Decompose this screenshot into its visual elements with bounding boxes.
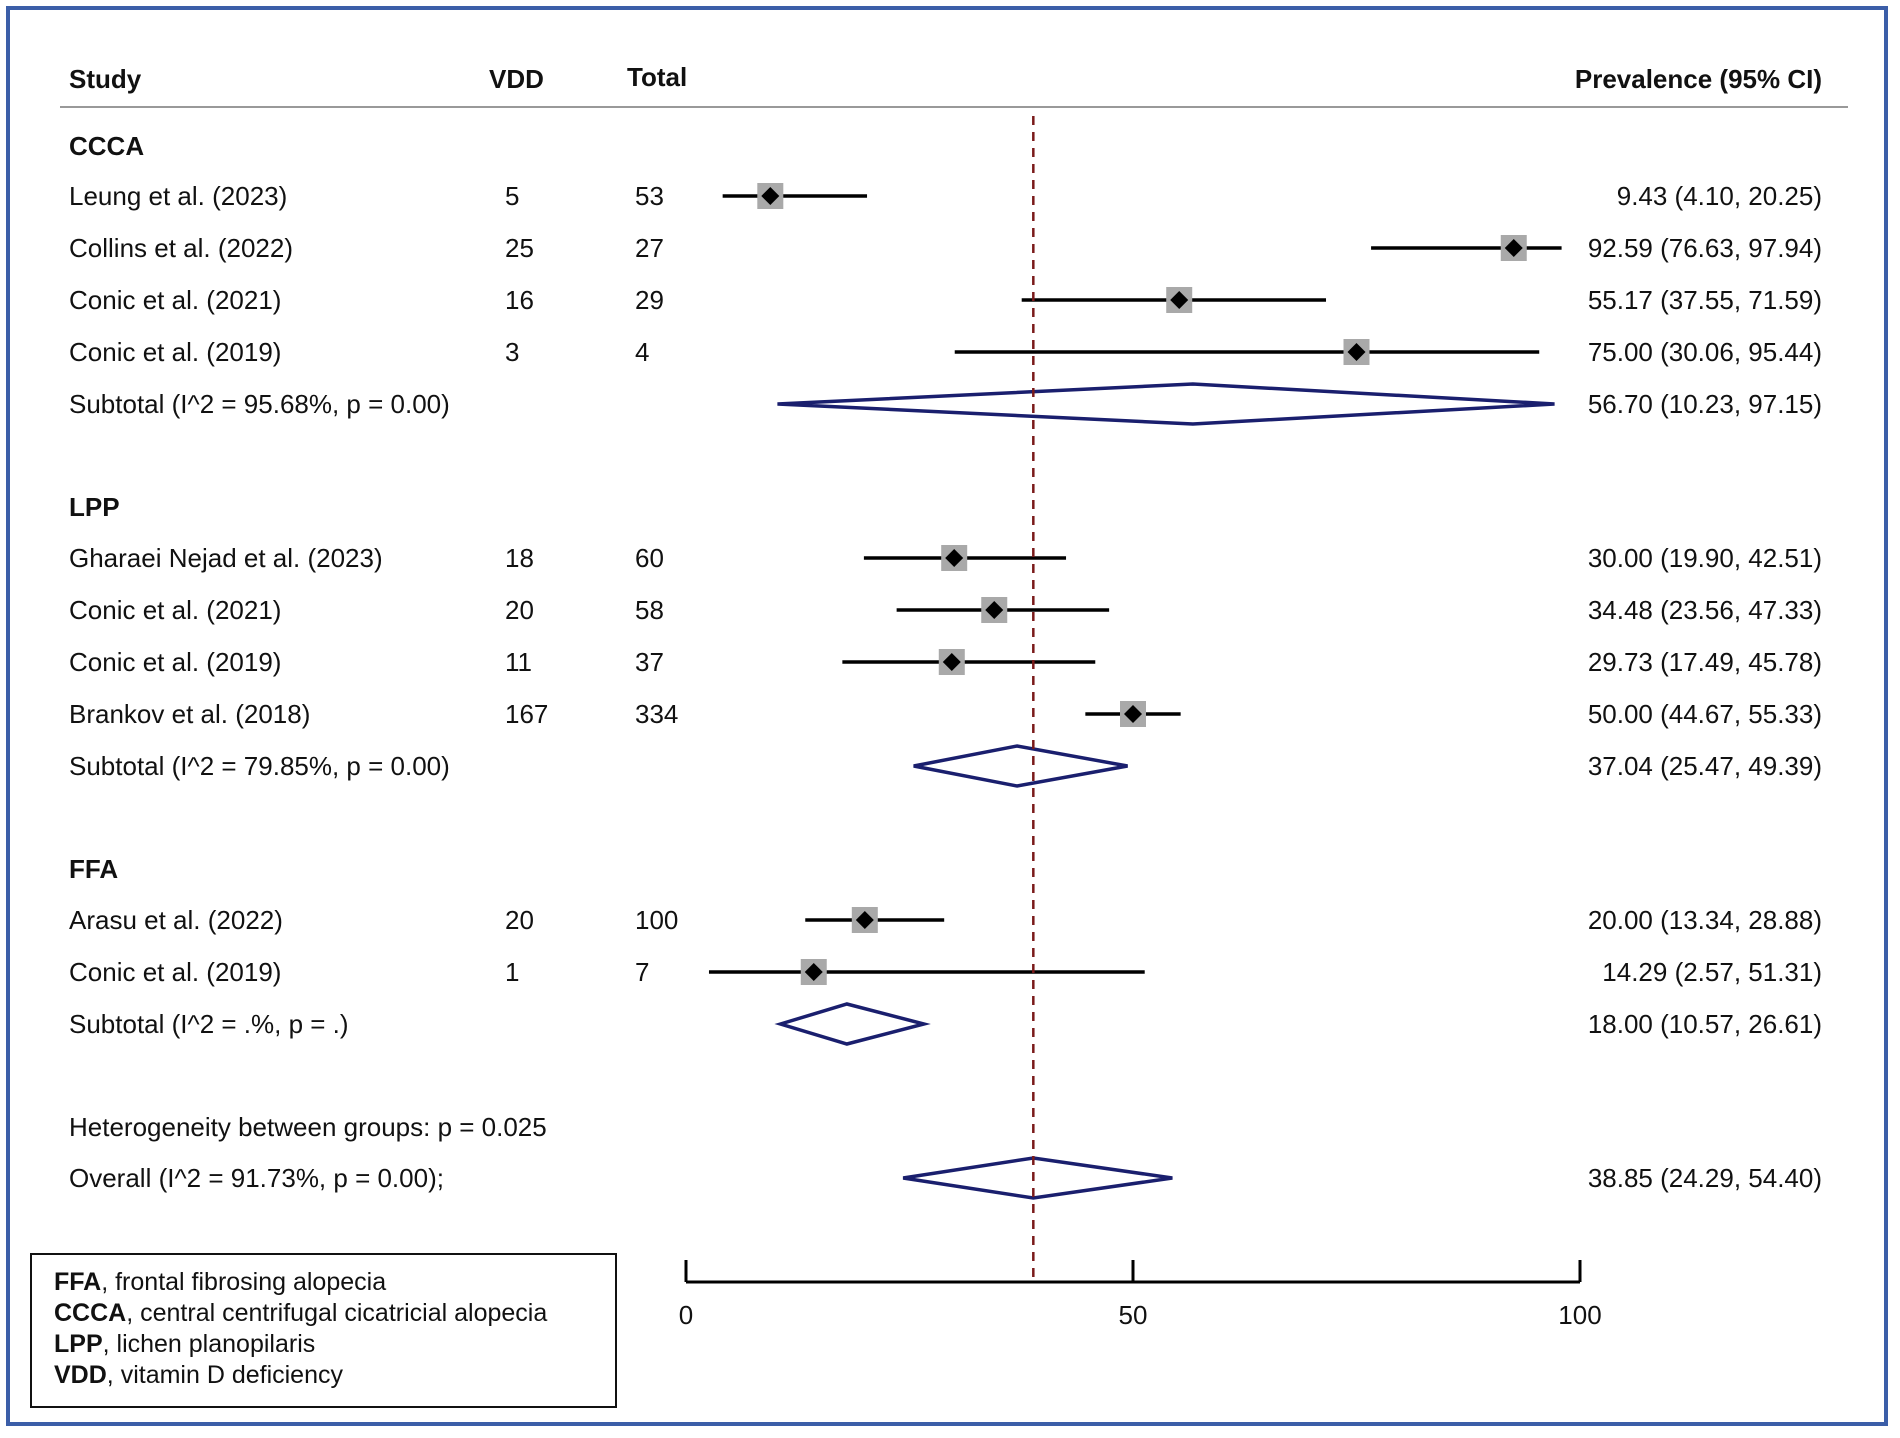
legend-abbr: FFA [54,1268,102,1296]
total-value: 37 [635,647,664,677]
prevalence-ci: 9.43 (4.10, 20.25) [1617,181,1822,211]
subtotal-label: Subtotal (I^2 = .%, p = .) [69,1009,349,1039]
prevalence-ci: 75.00 (30.06, 95.44) [1588,337,1822,367]
prevalence-ci: 55.17 (37.55, 71.59) [1588,285,1822,315]
study-label: Collins et al. (2022) [69,233,293,263]
vdd-value: 18 [505,543,534,573]
total-value: 334 [635,699,678,729]
header-total: Total [627,62,687,92]
legend-entry: CCCA, central centrifugal cicatricial al… [54,1298,593,1329]
legend-abbr: LPP [54,1330,103,1358]
prevalence-ci: 34.48 (23.56, 47.33) [1588,595,1822,625]
subtotal-label: Subtotal (I^2 = 95.68%, p = 0.00) [69,389,450,419]
subtotal-ci: 18.00 (10.57, 26.61) [1588,1009,1822,1039]
legend-text: , lichen planopilaris [102,1330,316,1358]
prevalence-ci: 30.00 (19.90, 42.51) [1588,543,1822,573]
study-label: Conic et al. (2021) [69,285,281,315]
vdd-value: 1 [505,957,519,987]
total-value: 29 [635,285,664,315]
legend-entry: FFA, frontal fibrosing alopecia [54,1267,593,1298]
prevalence-ci: 50.00 (44.67, 55.33) [1588,699,1822,729]
total-value: 58 [635,595,664,625]
subtotal-ci: 56.70 (10.23, 97.15) [1588,389,1822,419]
heterogeneity-text: Heterogeneity between groups: p = 0.025 [69,1112,547,1142]
subtotal-diamond [913,744,1128,788]
point-estimate [1124,705,1142,723]
x-axis: 0 50 100 [679,1260,1602,1330]
subtotal-label: Subtotal (I^2 = 79.85%, p = 0.00) [69,751,450,781]
vdd-value: 5 [505,181,519,211]
study-label: Gharaei Nejad et al. (2023) [69,543,383,573]
point-estimate [985,601,1004,619]
prevalence-ci: 14.29 (2.57, 51.31) [1602,957,1822,987]
vdd-value: 20 [505,905,534,935]
prevalence-ci: 29.73 (17.49, 45.78) [1588,647,1822,677]
vdd-value: 167 [505,699,548,729]
point-estimate [1504,239,1523,257]
x-tick-label: 100 [1558,1300,1601,1330]
vdd-value: 25 [505,233,534,263]
legend-entry: VDD, vitamin D deficiency [54,1360,593,1391]
study-label: Conic et al. (2021) [69,595,281,625]
vdd-value: 20 [505,595,534,625]
vdd-value: 3 [505,337,519,367]
study-label: Conic et al. (2019) [69,337,281,367]
study-label: Conic et al. (2019) [69,647,281,677]
subtotal-ci: 37.04 (25.47, 49.39) [1588,751,1822,781]
total-value: 27 [635,233,664,263]
total-value: 4 [635,337,649,367]
study-label: Conic et al. (2019) [69,957,281,987]
x-tick-label: 50 [1119,1300,1148,1330]
legend-text: , central centrifugal cicatricial alopec… [126,1299,548,1327]
subtotal-diamond [774,1002,931,1046]
total-value: 7 [635,957,649,987]
legend-entry: LPP, lichen planopilaris [54,1329,593,1360]
total-value: 60 [635,543,664,573]
group-label: FFA [69,854,118,884]
study-label: Brankov et al. (2018) [69,699,310,729]
legend-text: , frontal fibrosing alopecia [101,1268,387,1296]
overall-label: Overall (I^2 = 91.73%, p = 0.00); [69,1163,444,1193]
x-tick-label: 0 [679,1300,693,1330]
legend-abbr: CCCA [54,1299,127,1327]
study-label: Leung et al. (2023) [69,181,287,211]
point-estimate [761,187,780,205]
vdd-value: 16 [505,285,534,315]
subtotal-diamond [777,382,1555,426]
header-study: Study [69,64,142,94]
figure-frame [6,6,1888,1426]
legend-text: , vitamin D deficiency [106,1361,343,1389]
header-vdd: VDD [489,64,544,94]
prevalence-ci: 92.59 (76.63, 97.94) [1588,233,1822,263]
legend-abbr: VDD [54,1361,107,1389]
prevalence-ci: 20.00 (13.34, 28.88) [1588,905,1822,935]
header-prevalence: Prevalence (95% CI) [1575,64,1822,94]
column-headers: Study VDD Total Prevalence (95% CI) [69,62,1822,94]
overall-ci: 38.85 (24.29, 54.40) [1588,1163,1822,1193]
point-estimate [1170,291,1189,309]
vdd-value: 11 [505,647,532,677]
forest-rows: CCCA Leung et al. (2023) 5 53 9.43 (4.10, 20… [69,116,1822,1282]
group-label: CCCA [69,131,144,161]
total-value: 100 [635,905,678,935]
study-label: Arasu et al. (2022) [69,905,283,935]
group-label: LPP [69,492,120,522]
abbreviation-legend: FFA, frontal fibrosing alopecia CCCA, ce… [30,1253,617,1408]
point-estimate [1347,343,1366,361]
overall-diamond [902,1156,1173,1200]
point-estimate [855,911,874,929]
point-estimate [945,549,964,567]
point-estimate [804,963,823,981]
point-estimate [942,653,961,671]
total-value: 53 [635,181,664,211]
